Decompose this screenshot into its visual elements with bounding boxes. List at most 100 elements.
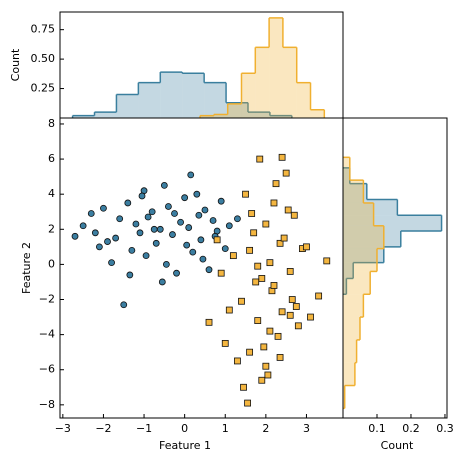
histogram-bar [343,278,347,295]
scatter-point [132,220,140,228]
scatter-point [183,241,191,249]
x-tick-label: 0.3 [436,422,454,435]
scatter-point [128,246,136,254]
scatter-point [104,238,111,245]
scatter-point [254,262,262,270]
histogram-bar [94,112,117,118]
scatter-point [217,197,225,205]
y-tick-label: −2 [39,293,55,306]
y-tick-label: 0.50 [31,52,56,65]
x-tick-label: 1 [222,422,229,435]
scatter-point [246,246,254,254]
histogram-bar [241,73,256,118]
x-tick-label: 0.1 [368,422,386,435]
scatter-point [225,222,233,230]
scatter-point [262,220,270,228]
histogram-bar [138,82,161,118]
scatter-point [187,171,195,179]
x-tick-label: 3 [303,422,310,435]
scatter-point [258,275,266,282]
scatter-point [280,234,288,242]
scatter-point [294,322,302,330]
scatter-point [234,357,241,365]
y-axis-label: Count [9,48,22,81]
scatter-point [262,362,270,370]
histogram-bar [72,115,95,118]
scatter-point [246,348,254,356]
scatter-point [173,269,180,277]
scatter-point [160,182,168,189]
histogram-bar [343,248,377,272]
histogram-bar [343,246,384,263]
x-tick-label: 2 [262,422,269,435]
x-axis-label: Count [381,439,414,452]
scatter-point [254,317,262,324]
scatter-point [272,180,280,188]
histogram-bar [343,157,350,181]
histogram-bar [343,202,374,226]
scatter-point [221,245,229,253]
scatter-point [181,194,189,202]
scatter-point [278,153,286,161]
scatter-point [177,218,184,226]
x-tick-label: 0.2 [402,422,420,435]
histogram-bar [343,339,357,363]
scatter-point [270,282,278,289]
axes-frame [59,117,344,419]
scatter-point [244,399,251,407]
scatter-point [201,206,209,214]
scatter-point [144,213,152,221]
y-tick-label: 0.25 [31,82,56,95]
scatter-point [100,204,107,212]
histogram-bar [343,362,355,386]
scatter-point [112,234,120,242]
y-tick-label: −6 [39,363,55,376]
scatter-point [315,292,323,300]
scatter-point [142,252,150,260]
scatter-point [307,313,314,321]
x-tick-label: −3 [55,422,71,435]
scatter-point [288,296,296,303]
scatter-point [217,269,225,277]
scatter-point [282,169,290,177]
scatter-point [242,190,249,198]
scatter-point [162,261,170,268]
scatter-point [199,255,207,263]
x-tick-label: 0 [181,422,188,435]
scatter-point [185,224,193,231]
histogram-bar [200,115,214,118]
scatter-point [284,206,292,214]
scatter-point [213,236,221,244]
histogram-bar [343,167,350,184]
histogram-bar [343,294,364,318]
scatter-point [248,210,256,217]
histogram-bar [343,271,371,295]
histogram-bar [269,17,283,119]
scatter-point [266,259,274,267]
scatter-point [229,252,237,260]
scatter-point [278,308,286,316]
scatter-point [150,225,158,233]
y-tick-label: 0 [48,257,55,270]
histogram-bar [296,82,311,118]
scatter-point [158,278,166,286]
scatter-point [171,210,178,217]
histogram-bar [247,112,270,118]
scatter-point [126,271,134,279]
scatter-point [193,190,201,198]
scatter-point [195,211,203,219]
histogram-bar [282,47,297,119]
histogram-bar [204,82,227,118]
scatter-point [250,229,258,237]
scatter-point [258,376,266,384]
scatter-point [138,192,146,200]
scatter-point [264,371,272,379]
histogram-bar [226,102,248,118]
histogram-bar [227,103,242,118]
scatter-point [189,248,197,256]
scatter-point [136,229,144,237]
scatter-point [303,243,310,251]
histogram-bar [343,183,367,200]
scatter-point [290,211,298,219]
